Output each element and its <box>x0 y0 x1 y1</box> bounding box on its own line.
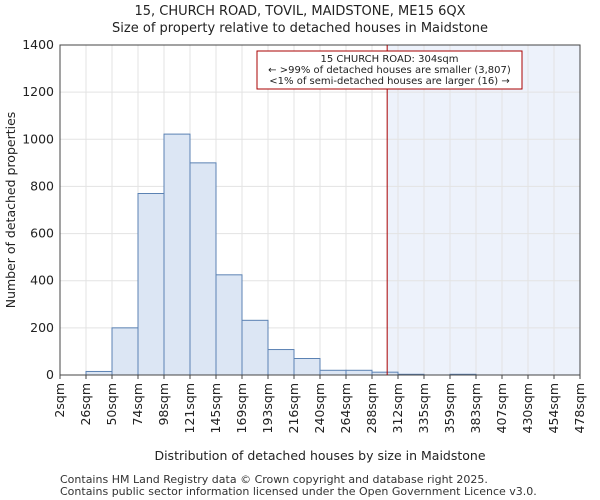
bar-121sqm <box>189 162 217 376</box>
plot-area: 0 200 400 600 800 1000 1200 1400 2sqm 26sqm 50sqm 7… <box>22 37 587 433</box>
y-axis-label: Number of detached properties <box>3 112 18 309</box>
annotation-box <box>256 50 523 90</box>
bar-240sqm <box>319 369 347 376</box>
x-tick-label: 193sqm <box>260 383 275 433</box>
x-axis-label: Distribution of detached houses by size … <box>154 448 485 463</box>
bar-169sqm <box>241 319 269 376</box>
x-tick-label: 26sqm <box>78 383 93 426</box>
chart-title-line2: Size of property relative to detached ho… <box>112 21 488 36</box>
x-tick-label: 407sqm <box>494 383 509 433</box>
bar-74sqm <box>137 193 165 376</box>
footer-line2: Contains public sector information licen… <box>60 485 537 498</box>
bar-26sqm <box>85 370 113 376</box>
x-tick-label: 288sqm <box>364 383 379 433</box>
bar-98sqm <box>163 133 191 376</box>
x-tick-label: 454sqm <box>546 383 561 433</box>
x-tick-label: 312sqm <box>390 383 405 433</box>
x-tick-label: 74sqm <box>130 383 145 426</box>
x-tick-label: 478sqm <box>572 383 587 433</box>
x-tick-label: 121sqm <box>182 383 197 433</box>
y-tick-label: 200 <box>30 320 54 335</box>
x-tick-label: 383sqm <box>468 383 483 433</box>
annotation-line-1: 15 CHURCH ROAD: 304sqm <box>321 54 459 65</box>
x-tick-label: 216sqm <box>286 383 301 433</box>
x-tick-label: 98sqm <box>156 383 171 426</box>
annotation-line-3: <1% of semi-detached houses are larger (… <box>269 76 509 87</box>
y-tick-label: 1400 <box>22 37 54 52</box>
chart-title-line1: 15, CHURCH ROAD, TOVIL, MAIDSTONE, ME15 … <box>134 4 465 19</box>
bar-216sqm <box>293 358 321 376</box>
footer-line1: Contains HM Land Registry data © Crown c… <box>60 473 488 486</box>
y-tick-label: 600 <box>30 226 54 241</box>
y-tick-label: 800 <box>30 178 54 193</box>
x-tick-label: 145sqm <box>208 383 223 433</box>
x-tick-label: 50sqm <box>104 383 119 426</box>
annotation-line-2: ← >99% of detached houses are smaller (3… <box>268 65 511 76</box>
x-tick-label: 169sqm <box>234 383 249 433</box>
x-tick-label: 430sqm <box>520 383 535 433</box>
bar-264sqm <box>345 369 373 376</box>
x-tick-label: 359sqm <box>442 383 457 433</box>
bar-193sqm <box>267 349 295 376</box>
highlight-region <box>387 45 580 375</box>
y-tick-label: 1000 <box>22 131 54 146</box>
y-tick-label: 1200 <box>22 84 54 99</box>
x-tick-label: 264sqm <box>338 383 353 433</box>
x-tick-label: 2sqm <box>52 383 67 418</box>
x-tick-label: 335sqm <box>416 383 431 433</box>
y-tick-label: 0 <box>46 367 54 382</box>
bar-50sqm <box>111 327 139 376</box>
y-tick-label: 400 <box>30 273 54 288</box>
x-tick-label: 240sqm <box>312 383 327 433</box>
bar-145sqm <box>215 274 243 376</box>
